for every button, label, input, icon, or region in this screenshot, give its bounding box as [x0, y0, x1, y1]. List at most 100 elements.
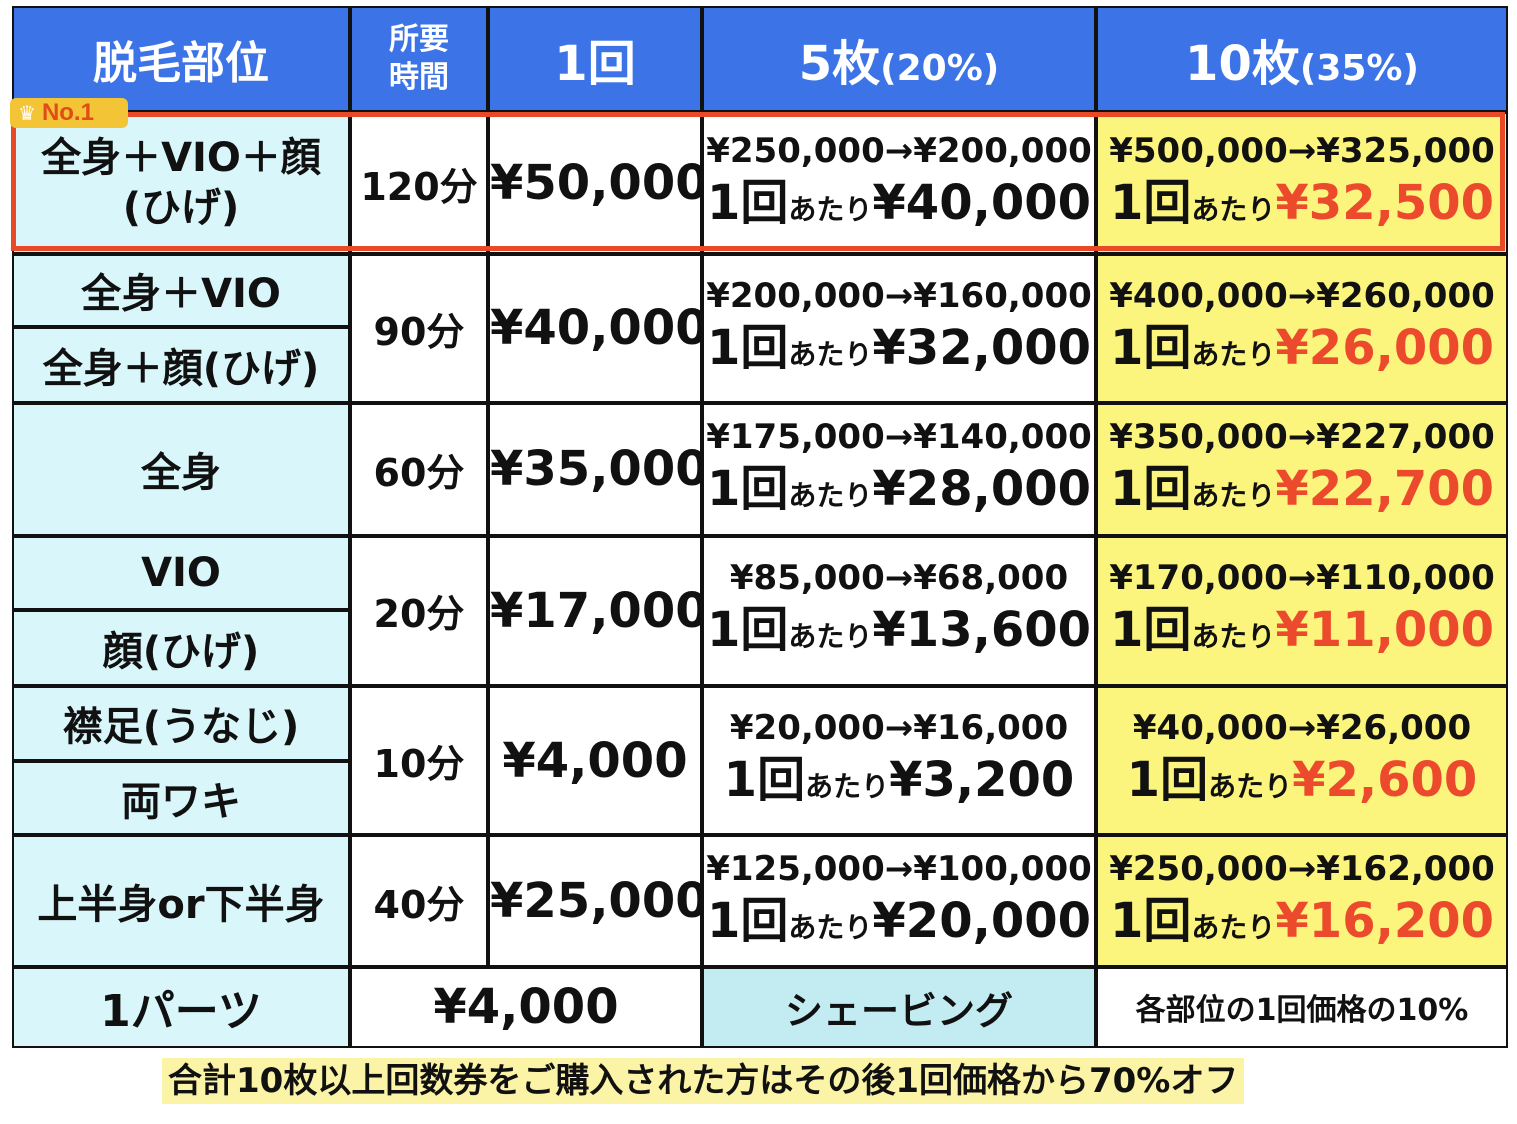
part-cell: 顔(ひげ) — [12, 609, 350, 686]
ten-pack-per: ¥32,500 — [1275, 174, 1495, 231]
per-label: あたり — [788, 192, 873, 226]
table-row: 全身＋顔(ひげ) — [12, 326, 1508, 403]
five-pack-range: ¥125,000→¥100,000 — [706, 848, 1092, 889]
five-pack-per: ¥13,600 — [872, 602, 1092, 659]
price-table-container: 脱毛部位 所要 時間 1回 5枚(20%) 10枚(35%) 全身＋VIO＋顔 … — [12, 6, 1508, 1048]
per-label: あたり — [1191, 910, 1276, 944]
header-part: 脱毛部位 — [12, 6, 350, 113]
five-pack-range: ¥200,000→¥160,000 — [706, 275, 1092, 316]
five-pack-range: ¥250,000→¥200,000 — [706, 130, 1092, 171]
five-pack-cell: ¥200,000→¥160,000 1回あたり¥32,000 — [702, 253, 1096, 403]
five-pack-cell: ¥85,000→¥68,000 1回あたり¥13,600 — [702, 536, 1096, 686]
ten-pack-cell: ¥40,000→¥26,000 1回あたり¥2,600 — [1096, 685, 1508, 836]
per-once-label: 1回 — [1109, 892, 1192, 949]
header-time-line2: 時間 — [389, 60, 449, 96]
price-table: 脱毛部位 所要 時間 1回 5枚(20%) 10枚(35%) 全身＋VIO＋顔 … — [12, 6, 1508, 1048]
five-pack-range: ¥175,000→¥140,000 — [706, 416, 1092, 457]
header-ten-main: 10枚 — [1185, 36, 1300, 93]
ten-pack-cell: ¥250,000→¥162,000 1回あたり¥16,200 — [1096, 835, 1508, 967]
ten-pack-per: ¥2,600 — [1292, 752, 1478, 809]
ten-pack-per: ¥11,000 — [1275, 602, 1495, 659]
ten-pack-cell: ¥350,000→¥227,000 1回あたり¥22,700 — [1096, 402, 1508, 537]
per-label: あたり — [1191, 620, 1276, 654]
per-once-label: 1回 — [1109, 319, 1192, 376]
part-cell: 全身 — [12, 402, 350, 537]
per-once-label: 1回 — [706, 319, 789, 376]
five-pack-per: ¥32,000 — [872, 319, 1092, 376]
part-cell: 上半身or下半身 — [12, 835, 350, 967]
once-price: ¥40,000 — [488, 253, 702, 403]
per-once-label: 1回 — [706, 174, 789, 231]
five-pack-cell: ¥20,000→¥16,000 1回あたり¥3,200 — [702, 685, 1096, 836]
shaving-price: 各部位の1回価格の10% — [1096, 966, 1508, 1048]
time-cell: 20分 — [350, 536, 488, 686]
header-once: 1回 — [488, 6, 702, 113]
header-once-label: 1回 — [554, 36, 636, 93]
part-cell: 全身＋VIO＋顔 (ひげ) — [12, 112, 350, 254]
ten-pack-cell: ¥500,000→¥325,000 1回あたり¥32,500 — [1096, 112, 1508, 254]
table-row: 全身＋VIO＋顔 (ひげ) 120分 ¥50,000 ¥250,000→¥200… — [12, 112, 1508, 254]
five-pack-cell: ¥250,000→¥200,000 1回あたり¥40,000 — [702, 112, 1096, 254]
ten-pack-cell: ¥400,000→¥260,000 1回あたり¥26,000 — [1096, 253, 1508, 403]
per-label: あたり — [788, 478, 873, 512]
per-label: あたり — [1191, 337, 1276, 371]
per-label: あたり — [788, 337, 873, 371]
per-once-label: 1回 — [1109, 174, 1192, 231]
table-row: 全身 60分 ¥35,000 ¥175,000→¥140,000 1回あたり¥2… — [12, 402, 1508, 537]
ten-pack-range: ¥250,000→¥162,000 — [1109, 848, 1495, 889]
per-once-label: 1回 — [1109, 460, 1192, 517]
table-header-row: 脱毛部位 所要 時間 1回 5枚(20%) 10枚(35%) — [12, 6, 1508, 113]
header-five-main: 5枚 — [798, 36, 881, 93]
rank-label: No.1 — [41, 99, 94, 126]
table-row: 両ワキ — [12, 760, 1508, 836]
rank-badge: ♛ No.1 — [10, 98, 128, 128]
per-label: あたり — [1191, 478, 1276, 512]
part-cell: 全身＋VIO — [12, 253, 350, 327]
header-ten: 10枚(35%) — [1096, 6, 1508, 113]
per-label: あたり — [788, 910, 873, 944]
five-pack-cell: ¥125,000→¥100,000 1回あたり¥20,000 — [702, 835, 1096, 967]
part-label: 全身＋VIO＋顔 — [41, 135, 321, 182]
one-part-price: ¥4,000 — [350, 966, 702, 1048]
table-row: 全身＋VIO 90分 ¥40,000 ¥200,000→¥160,000 1回あ… — [12, 253, 1508, 403]
once-price: ¥35,000 — [488, 402, 702, 537]
ten-pack-per: ¥16,200 — [1275, 892, 1495, 949]
once-price: ¥25,000 — [488, 835, 702, 967]
header-time: 所要 時間 — [350, 6, 488, 113]
per-once-label: 1回 — [723, 752, 806, 809]
per-label: あたり — [788, 620, 873, 654]
header-five: 5枚(20%) — [702, 6, 1096, 113]
five-pack-per: ¥20,000 — [872, 892, 1092, 949]
five-pack-per: ¥28,000 — [872, 460, 1092, 517]
time-cell: 90分 — [350, 253, 488, 403]
ten-pack-cell: ¥170,000→¥110,000 1回あたり¥11,000 — [1096, 536, 1508, 686]
one-part-label: 1パーツ — [12, 966, 350, 1048]
five-pack-range: ¥20,000→¥16,000 — [729, 708, 1069, 749]
table-row: 顔(ひげ) — [12, 609, 1508, 686]
ten-pack-range: ¥500,000→¥325,000 — [1109, 130, 1495, 171]
header-five-sub: (20%) — [880, 48, 1000, 90]
once-price: ¥17,000 — [488, 536, 702, 686]
shaving-label: シェービング — [702, 966, 1096, 1048]
five-pack-per: ¥3,200 — [889, 752, 1075, 809]
ten-pack-range: ¥350,000→¥227,000 — [1109, 416, 1495, 457]
five-pack-cell: ¥175,000→¥140,000 1回あたり¥28,000 — [702, 402, 1096, 537]
table-row-last: 1パーツ ¥4,000 シェービング 各部位の1回価格の10% — [12, 966, 1508, 1048]
per-once-label: 1回 — [706, 602, 789, 659]
footnote: 合計10枚以上回数券をご購入された方はその後1回価格から70%オフ — [162, 1058, 1245, 1104]
ten-pack-per: ¥22,700 — [1275, 460, 1495, 517]
per-label: あたり — [1191, 192, 1276, 226]
part-label: (ひげ) — [122, 185, 240, 232]
time-cell: 120分 — [350, 112, 488, 254]
crown-icon: ♛ — [18, 101, 36, 125]
part-cell: 襟足(うなじ) — [12, 685, 350, 761]
table-row: VIO 20分 ¥17,000 ¥85,000→¥68,000 1回あたり¥13… — [12, 536, 1508, 686]
ten-pack-range: ¥400,000→¥260,000 — [1109, 275, 1495, 316]
part-cell: 両ワキ — [12, 760, 350, 836]
header-time-line1: 所要 — [389, 22, 449, 58]
per-once-label: 1回 — [1109, 602, 1192, 659]
per-once-label: 1回 — [706, 892, 789, 949]
part-cell: 全身＋顔(ひげ) — [12, 326, 350, 403]
part-cell: VIO — [12, 536, 350, 610]
per-once-label: 1回 — [706, 460, 789, 517]
